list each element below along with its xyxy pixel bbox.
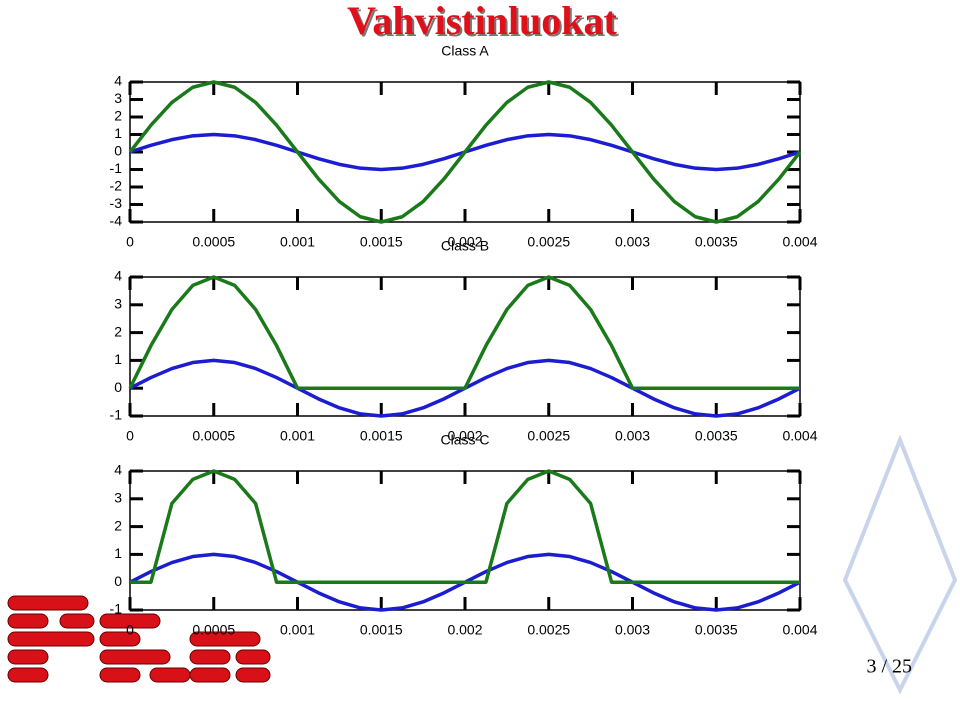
x-tick-label: 0.0035	[695, 622, 738, 638]
x-tick-label: 0.0005	[192, 428, 235, 444]
series-line	[130, 469, 800, 584]
x-tick-label: 0.001	[280, 622, 315, 638]
y-tick-label: -1	[110, 160, 123, 176]
x-tick-label: 0.001	[280, 428, 315, 444]
y-tick-label: -1	[110, 601, 123, 617]
page-number: 3 / 25	[866, 656, 912, 678]
x-tick-label: 0.0005	[192, 234, 235, 250]
y-tick-label: 0	[114, 573, 122, 589]
y-tick-label: -3	[110, 195, 123, 211]
x-tick-label: 0.0035	[695, 234, 738, 250]
x-tick-label: 0.003	[615, 234, 650, 250]
x-tick-label: 0.0035	[695, 428, 738, 444]
x-tick-label: 0.004	[782, 428, 817, 444]
x-tick-label: 0.004	[782, 622, 817, 638]
chart-title: Class C	[440, 432, 489, 448]
slide-title-shadow: Vahvistinluokat	[349, 0, 619, 45]
chart-title: Class B	[441, 238, 489, 254]
x-tick-label: 0.001	[280, 234, 315, 250]
y-tick-label: 3	[114, 296, 122, 312]
y-tick-label: 2	[114, 323, 122, 339]
logo	[7, 595, 271, 683]
y-tick-label: 0	[114, 379, 122, 395]
y-tick-label: -1	[110, 407, 123, 423]
x-tick-label: 0	[126, 428, 134, 444]
x-tick-label: 0.0015	[360, 428, 403, 444]
chart-title: Class A	[441, 43, 489, 59]
x-tick-label: 0.002	[447, 622, 482, 638]
logo-watermark	[842, 434, 958, 695]
y-tick-label: 4	[114, 73, 122, 89]
y-tick-label: 3	[114, 490, 122, 506]
y-tick-label: 2	[114, 517, 122, 533]
y-tick-label: 4	[114, 268, 122, 284]
series-line	[128, 80, 802, 224]
y-tick-label: -2	[110, 178, 123, 194]
y-tick-label: 3	[114, 90, 122, 106]
x-tick-label: 0.0025	[527, 428, 570, 444]
x-tick-label: 0.0025	[527, 622, 570, 638]
x-tick-label: 0.0015	[360, 234, 403, 250]
x-tick-label: 0.003	[615, 428, 650, 444]
plot-frame	[129, 276, 801, 417]
y-tick-label: -4	[110, 213, 123, 229]
y-tick-label: 1	[114, 125, 122, 141]
x-tick-label: 0.004	[782, 234, 817, 250]
x-tick-label: 0	[126, 234, 134, 250]
x-tick-label: 0	[126, 622, 134, 638]
plot-frame	[129, 470, 801, 611]
x-tick-label: 0.0015	[360, 622, 403, 638]
series-line	[128, 275, 800, 390]
y-tick-label: 1	[114, 545, 122, 561]
x-tick-label: 0.002	[447, 428, 482, 444]
x-tick-label: 0.0025	[527, 234, 570, 250]
slide-title: Vahvistinluokat	[347, 0, 617, 43]
y-tick-label: 4	[114, 462, 122, 478]
y-tick-label: 1	[114, 351, 122, 367]
x-tick-label: 0.002	[447, 234, 482, 250]
x-tick-label: 0.003	[615, 622, 650, 638]
x-tick-label: 0.0005	[192, 622, 235, 638]
y-tick-label: 0	[114, 143, 122, 159]
y-tick-label: 2	[114, 108, 122, 124]
